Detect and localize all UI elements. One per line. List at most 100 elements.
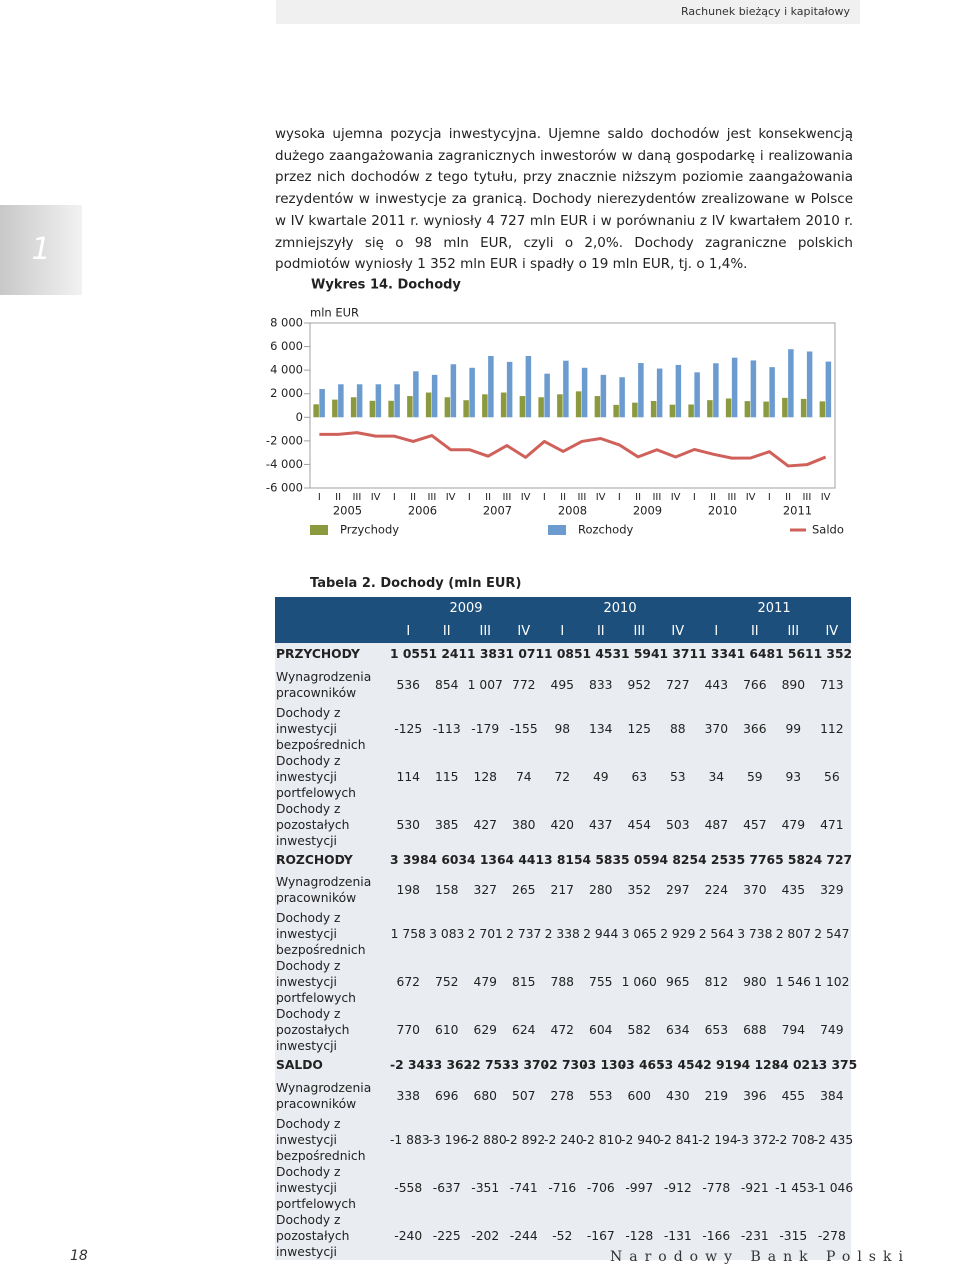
cell: 3 065 bbox=[620, 910, 659, 958]
bar bbox=[425, 392, 432, 418]
bar bbox=[369, 400, 376, 418]
x-tick-label: II bbox=[785, 492, 791, 503]
y-tick-label: 2 000 bbox=[270, 386, 303, 400]
cell: 1 102 bbox=[812, 958, 852, 1006]
cell: 63 bbox=[620, 752, 659, 801]
cell: 696 bbox=[427, 1076, 466, 1116]
cell: 366 bbox=[735, 704, 775, 753]
cell: 278 bbox=[543, 1076, 582, 1116]
sub-row: Wynagrodzenia pracowników 338 696 680 507 278… bbox=[275, 1076, 852, 1116]
year-label: 2007 bbox=[483, 504, 512, 518]
cell: 128 bbox=[466, 752, 505, 801]
cell: -155 bbox=[504, 704, 544, 753]
x-tick-label: I bbox=[543, 492, 546, 503]
cell: 265 bbox=[504, 870, 544, 910]
cell: 74 bbox=[504, 752, 544, 801]
bar bbox=[407, 396, 413, 418]
cell: 5 776 bbox=[735, 848, 775, 871]
legend-swatch bbox=[310, 525, 328, 535]
row-label: Dochody z inwestycji portfelowych bbox=[275, 958, 389, 1006]
y-tick-label: 4 000 bbox=[270, 363, 303, 377]
cell: 443 bbox=[697, 665, 736, 705]
cell: 384 bbox=[812, 1076, 852, 1116]
cell: 3 738 bbox=[735, 910, 775, 958]
cell: -1 883 bbox=[389, 1115, 430, 1164]
y-axis-label: mln EUR bbox=[310, 306, 359, 320]
x-tick-label: II bbox=[335, 492, 341, 503]
cell: 385 bbox=[427, 800, 466, 849]
cell: 112 bbox=[812, 704, 852, 753]
cell: 1 352 bbox=[812, 643, 852, 665]
group-row: ROZCHODY 3 398 4 603 4 136 4 441 3 815 4 583 5 … bbox=[275, 848, 852, 871]
y-tick-label: -4 000 bbox=[266, 457, 303, 471]
x-tick-label: III bbox=[802, 492, 811, 503]
bar bbox=[769, 367, 775, 418]
cell: 503 bbox=[658, 800, 698, 849]
cell: 2 338 bbox=[543, 910, 582, 958]
year-label: 2010 bbox=[708, 504, 737, 518]
group-row: SALDO -2 343 -3 362 -2 753 -3 370 -2 730 -3 13… bbox=[275, 1054, 857, 1076]
sub-row: Dochody z inwestycji bezpośrednich -1 883… bbox=[275, 1115, 853, 1164]
cell: 125 bbox=[620, 704, 659, 753]
cell: 1 594 bbox=[620, 643, 660, 665]
cell: 582 bbox=[620, 1006, 659, 1054]
cell: 1 546 bbox=[774, 958, 813, 1006]
cell: -2 841 bbox=[658, 1115, 699, 1164]
cell: 752 bbox=[427, 958, 466, 1006]
cell: -778 bbox=[697, 1163, 736, 1212]
bar bbox=[575, 391, 582, 418]
x-tick-label: IV bbox=[371, 492, 381, 503]
cell: -3 372 bbox=[735, 1115, 776, 1164]
bar bbox=[763, 401, 769, 418]
row-label: Dochody z pozostałych inwestycji bbox=[275, 1006, 389, 1054]
x-tick-label: II bbox=[485, 492, 491, 503]
year-label: 2009 bbox=[633, 504, 662, 518]
row-label: Wynagrodzenia pracowników bbox=[275, 1076, 389, 1116]
bar bbox=[638, 363, 644, 418]
year-cell: 2010 bbox=[543, 597, 698, 620]
year-label: 2005 bbox=[333, 504, 362, 518]
bar bbox=[413, 371, 419, 418]
sub-row: Wynagrodzenia pracowników 198 158 327 265 217… bbox=[275, 870, 852, 910]
cell: 4 727 bbox=[812, 848, 852, 871]
cell: 370 bbox=[735, 870, 775, 910]
cell: 99 bbox=[774, 704, 813, 753]
sub-row: Dochody z inwestycji portfelowych -558 -63… bbox=[275, 1163, 853, 1212]
bar bbox=[594, 396, 601, 418]
cell: 59 bbox=[735, 752, 775, 801]
row-label: Wynagrodzenia pracowników bbox=[275, 870, 389, 910]
bar bbox=[469, 367, 475, 418]
chapter-tab: 1 bbox=[0, 205, 82, 295]
x-tick-label: II bbox=[560, 492, 566, 503]
row-label: PRZYCHODY bbox=[275, 643, 389, 665]
cell: -2 892 bbox=[504, 1115, 545, 1164]
bar bbox=[557, 394, 563, 418]
sub-row: Dochody z inwestycji portfelowych 114 115 1… bbox=[275, 752, 852, 801]
bar bbox=[619, 377, 625, 418]
cell: 530 bbox=[389, 800, 428, 849]
plot-frame bbox=[309, 322, 836, 489]
sub-row: Dochody z pozostałych inwestycji 770 610 62… bbox=[275, 1006, 852, 1054]
table-title: Tabela 2. Dochody (mln EUR) bbox=[310, 576, 522, 591]
cell: 672 bbox=[389, 958, 428, 1006]
y-tick-label: 6 000 bbox=[270, 339, 303, 353]
cell: -225 bbox=[427, 1211, 466, 1260]
bar bbox=[806, 351, 813, 418]
cell: 5 059 bbox=[620, 848, 660, 871]
cell: 114 bbox=[389, 752, 428, 801]
cell: 471 bbox=[812, 800, 852, 849]
cell: 634 bbox=[658, 1006, 698, 1054]
cell: 553 bbox=[581, 1076, 621, 1116]
cell: 224 bbox=[697, 870, 736, 910]
cell: 4 603 bbox=[427, 848, 467, 871]
bar bbox=[319, 389, 325, 418]
cell: -921 bbox=[735, 1163, 775, 1212]
cell: -3 375 bbox=[812, 1054, 857, 1076]
cell: 2 944 bbox=[581, 910, 621, 958]
cell: 653 bbox=[697, 1006, 736, 1054]
cell: 2 807 bbox=[774, 910, 813, 958]
cell: -3 362 bbox=[427, 1054, 472, 1076]
cell: -244 bbox=[504, 1211, 544, 1260]
bar bbox=[500, 392, 507, 418]
x-tick-label: III bbox=[502, 492, 511, 503]
